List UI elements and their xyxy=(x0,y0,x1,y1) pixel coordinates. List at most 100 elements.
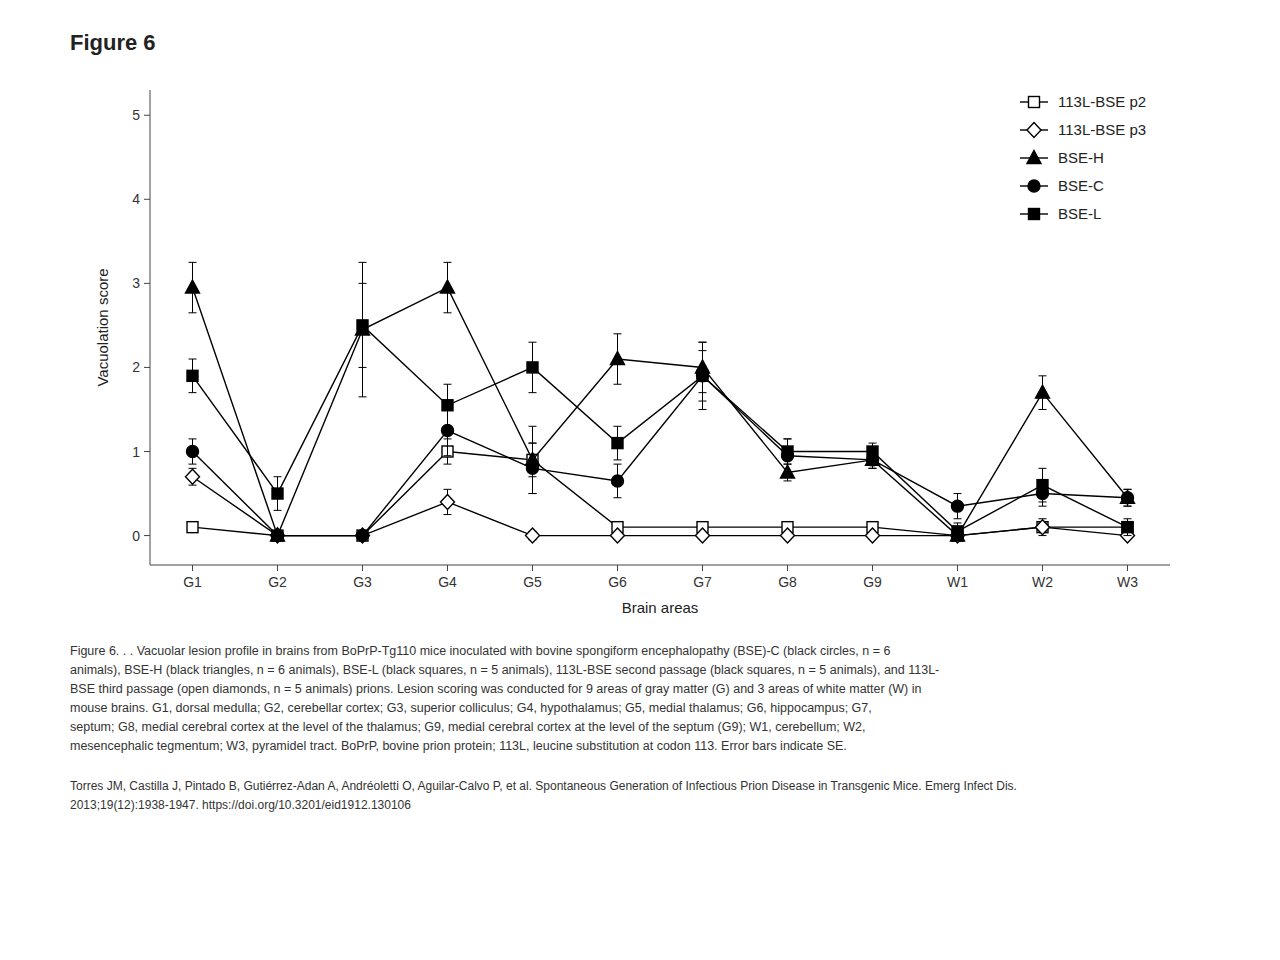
error-cap xyxy=(1124,489,1132,490)
error-cap xyxy=(869,443,877,444)
series xyxy=(187,283,1133,539)
error-cap xyxy=(359,262,367,263)
x-tick xyxy=(1127,565,1128,571)
series xyxy=(186,468,1135,543)
y-tick xyxy=(144,115,150,116)
error-cap xyxy=(189,464,197,465)
point xyxy=(952,500,964,512)
point xyxy=(696,528,710,543)
error-cap xyxy=(1124,506,1132,507)
x-tick xyxy=(702,565,703,571)
series-line xyxy=(193,325,1128,531)
error-cap xyxy=(1039,501,1047,502)
legend-item: BSE-H xyxy=(1020,149,1104,166)
legend-marker xyxy=(1029,97,1040,108)
x-tick-label: G4 xyxy=(438,574,457,590)
legend-marker xyxy=(1027,151,1041,164)
error-cap xyxy=(1039,506,1047,507)
error-cap xyxy=(699,342,707,343)
error-cap xyxy=(869,468,877,469)
x-tick xyxy=(277,565,278,571)
error-cap xyxy=(784,438,792,439)
x-tick xyxy=(192,565,193,571)
point xyxy=(611,352,625,365)
background xyxy=(0,0,1280,960)
point xyxy=(1122,492,1134,504)
y-tick xyxy=(144,199,150,200)
error-cap xyxy=(784,480,792,481)
x-tick-label: W3 xyxy=(1117,574,1138,590)
error-cap xyxy=(189,262,197,263)
point xyxy=(272,530,284,542)
point xyxy=(611,528,625,543)
citation: Torres JM, Castilla J, Pintado B, Gutiér… xyxy=(70,779,1017,793)
error-cap xyxy=(784,472,792,473)
y-tick xyxy=(144,535,150,536)
error-cap xyxy=(189,312,197,313)
point xyxy=(357,320,368,331)
legend-item: BSE-L xyxy=(1020,205,1101,222)
error-cap xyxy=(1124,518,1132,519)
title: Figure 6 xyxy=(70,30,156,55)
point xyxy=(442,400,453,411)
point xyxy=(441,280,455,293)
point xyxy=(187,370,198,381)
legend-marker xyxy=(1027,123,1041,138)
error-cap xyxy=(699,409,707,410)
error-cap xyxy=(1124,535,1132,536)
error-cap xyxy=(614,333,622,334)
point xyxy=(612,438,623,449)
error-cap xyxy=(529,493,537,494)
error-cap xyxy=(699,342,707,343)
error-cap xyxy=(444,384,452,385)
y-tick-label: 2 xyxy=(132,359,140,375)
x-tick-label: G1 xyxy=(183,574,202,590)
x-tick-label: W2 xyxy=(1032,574,1053,590)
error-cap xyxy=(614,459,622,460)
error-cap xyxy=(1039,468,1047,469)
legend-item: BSE-C xyxy=(1020,177,1104,194)
x-tick-label: G6 xyxy=(608,574,627,590)
x-axis-line xyxy=(150,565,1170,566)
series-line xyxy=(193,288,1128,536)
error-cap xyxy=(529,493,537,494)
error-cap xyxy=(359,396,367,397)
point xyxy=(697,370,709,382)
caption: septum; G8, medial cerebral cortex at th… xyxy=(70,720,866,734)
point xyxy=(952,526,963,537)
point xyxy=(272,488,283,499)
legend-label: 113L-BSE p2 xyxy=(1058,93,1146,110)
point xyxy=(697,370,708,381)
x-tick-label: G9 xyxy=(863,574,882,590)
error-cap xyxy=(954,518,962,519)
y-tick-label: 4 xyxy=(132,191,140,207)
error-cap xyxy=(1124,506,1132,507)
y-tick xyxy=(144,451,150,452)
legend-marker xyxy=(1029,209,1040,220)
legend-label: BSE-H xyxy=(1058,149,1104,166)
error-cap xyxy=(1039,375,1047,376)
point xyxy=(186,280,200,293)
point xyxy=(442,424,454,436)
caption: mesencephalic tegmentum; W3, pyramidel t… xyxy=(70,739,847,753)
y-tick-label: 1 xyxy=(132,444,140,460)
error-cap xyxy=(869,468,877,469)
error-cap xyxy=(784,464,792,465)
error-cap xyxy=(529,426,537,427)
x-tick xyxy=(957,565,958,571)
error-cap xyxy=(954,539,962,540)
chart: Figure 6012345G1G2G3G4G5G6G7G8G9W1W2W3Br… xyxy=(0,0,1280,960)
error-cap xyxy=(359,283,367,284)
caption: BSE third passage (open diamonds, n = 5 … xyxy=(70,682,922,696)
error-cap xyxy=(954,522,962,523)
point xyxy=(782,446,793,457)
point xyxy=(357,530,368,541)
caption: mouse brains. G1, dorsal medulla; G2, ce… xyxy=(70,701,872,715)
x-tick-label: W1 xyxy=(947,574,968,590)
error-cap xyxy=(529,443,537,444)
citation: 2013;19(12):1938-1947. https://doi.org/1… xyxy=(70,798,411,812)
x-tick-label: G2 xyxy=(268,574,287,590)
error-cap xyxy=(869,459,877,460)
error-cap xyxy=(784,438,792,439)
x-tick-label: G8 xyxy=(778,574,797,590)
